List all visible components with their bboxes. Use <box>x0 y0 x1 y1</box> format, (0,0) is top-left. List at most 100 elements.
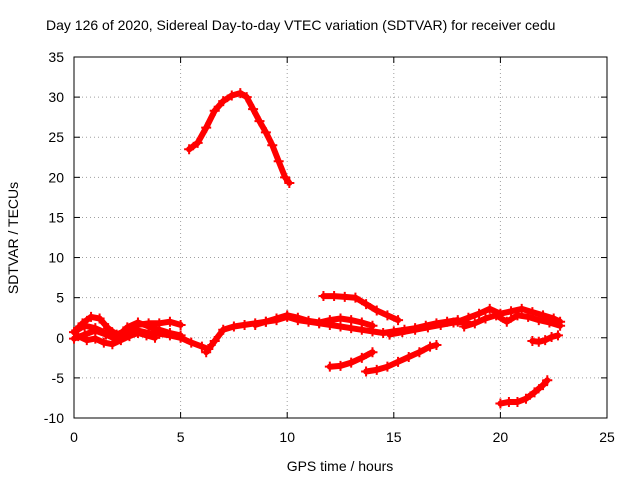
data-point <box>506 306 517 317</box>
series-arc-h <box>324 347 378 372</box>
data-point <box>339 291 350 302</box>
data-point <box>422 322 433 333</box>
data-point <box>192 137 203 148</box>
data-point <box>367 320 378 331</box>
data-point <box>540 335 551 346</box>
data-point <box>393 356 404 367</box>
data-point <box>175 330 186 341</box>
data-point <box>209 105 220 116</box>
data-point <box>271 313 282 324</box>
data-point <box>469 318 480 329</box>
data-point <box>267 140 278 151</box>
series-arc-l <box>459 310 566 332</box>
data-point <box>248 104 259 115</box>
data-point <box>241 92 252 103</box>
data-point <box>397 327 408 338</box>
data-point <box>512 310 523 321</box>
data-point <box>115 335 126 346</box>
data-point <box>141 330 152 341</box>
data-point <box>107 339 118 350</box>
data-point <box>501 316 512 327</box>
data-point <box>544 317 555 328</box>
data-point <box>90 333 101 344</box>
data-point <box>280 172 291 183</box>
data-point <box>474 308 485 319</box>
data-point <box>86 311 97 322</box>
grid <box>74 57 607 418</box>
data-point <box>382 310 393 321</box>
data-point <box>520 393 531 404</box>
data-point <box>371 364 382 375</box>
series-arc-d <box>73 327 161 350</box>
data-point <box>503 396 514 407</box>
data-point <box>393 315 404 326</box>
data-point <box>254 116 265 127</box>
data-point <box>164 316 175 327</box>
data-point <box>154 324 165 335</box>
data-point <box>186 337 197 348</box>
data-point <box>228 321 239 332</box>
data-point <box>533 315 544 326</box>
data-point <box>324 315 335 326</box>
data-point <box>71 325 82 336</box>
data-point <box>350 292 361 303</box>
data-point <box>318 291 329 302</box>
y-tick-label: 10 <box>48 250 64 266</box>
data-point <box>452 316 463 327</box>
data-point <box>367 347 378 358</box>
data-point <box>150 332 161 343</box>
series-arc-f <box>250 310 378 331</box>
data-point <box>480 313 491 324</box>
data-point <box>542 375 553 386</box>
data-point <box>260 316 271 327</box>
data-point <box>94 313 105 324</box>
data-point <box>209 335 220 346</box>
data-point <box>79 320 90 331</box>
data-point <box>484 303 495 314</box>
data-point <box>260 127 271 138</box>
data-point <box>250 319 261 330</box>
data-point <box>403 352 414 363</box>
y-tick-label: 5 <box>56 290 64 306</box>
x-tick-label: 5 <box>177 429 185 445</box>
data-point <box>175 319 186 330</box>
x-tick-label: 25 <box>599 429 615 445</box>
series-arc-g <box>318 291 404 326</box>
data-series <box>69 88 566 409</box>
data-point <box>382 361 393 372</box>
series-arc-c <box>71 317 186 343</box>
x-tick-label: 20 <box>493 429 509 445</box>
series-arc-high <box>184 88 295 188</box>
data-point <box>314 317 325 328</box>
series-arc-m <box>527 330 563 347</box>
y-tick-label: -5 <box>52 370 65 386</box>
chart-title: Day 126 of 2020, Sidereal Day-to-day VTE… <box>46 17 555 33</box>
series-arc-n <box>495 375 553 409</box>
data-point <box>98 337 109 348</box>
data-point <box>100 327 111 338</box>
data-point <box>378 327 389 338</box>
data-point <box>529 387 540 398</box>
data-point <box>282 310 293 321</box>
y-tick-label: 25 <box>48 129 64 145</box>
data-point <box>495 398 506 409</box>
data-point <box>356 317 367 328</box>
data-point <box>218 96 229 107</box>
data-point <box>273 156 284 167</box>
data-point <box>201 347 212 358</box>
data-point <box>361 299 372 310</box>
data-point <box>361 366 372 377</box>
data-point <box>132 327 143 338</box>
data-point <box>124 331 135 342</box>
data-point <box>335 360 346 371</box>
data-point <box>292 312 303 323</box>
data-point <box>546 331 557 342</box>
data-point <box>284 177 295 188</box>
series-trace <box>461 312 564 330</box>
plot-frame <box>73 56 608 419</box>
data-point <box>384 329 395 340</box>
data-point <box>329 291 340 302</box>
data-point <box>346 315 357 326</box>
data-point <box>235 88 246 99</box>
data-point <box>555 320 566 331</box>
